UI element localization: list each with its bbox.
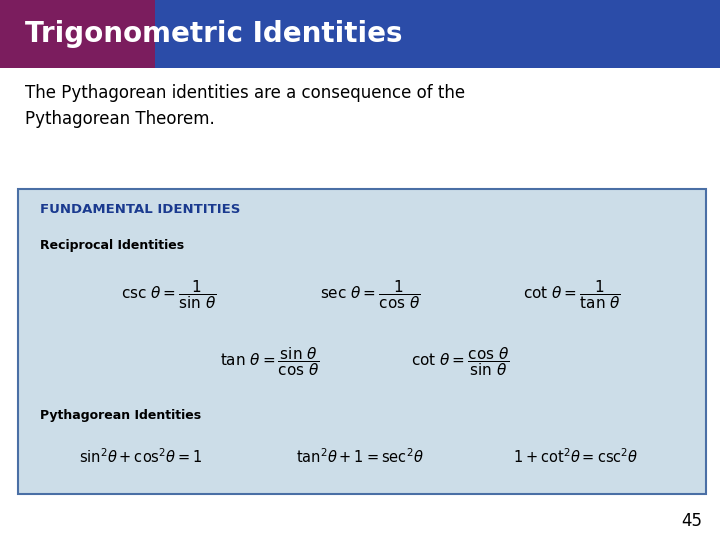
FancyBboxPatch shape (18, 189, 706, 494)
Text: $\sin^2\!\theta + \cos^2\!\theta = 1$: $\sin^2\!\theta + \cos^2\!\theta = 1$ (78, 447, 202, 465)
Text: $\tan\,\theta = \dfrac{\sin\,\theta}{\cos\,\theta}$: $\tan\,\theta = \dfrac{\sin\,\theta}{\co… (220, 346, 320, 378)
Text: 45: 45 (681, 512, 702, 530)
Text: $\csc\,\theta = \dfrac{1}{\sin\,\theta}$: $\csc\,\theta = \dfrac{1}{\sin\,\theta}$ (121, 278, 217, 310)
Text: $1 + \cot^2\!\theta = \csc^2\!\theta$: $1 + \cot^2\!\theta = \csc^2\!\theta$ (513, 447, 639, 465)
Text: Reciprocal Identities: Reciprocal Identities (40, 239, 184, 252)
Text: $\cot\,\theta = \dfrac{1}{\tan\,\theta}$: $\cot\,\theta = \dfrac{1}{\tan\,\theta}$ (523, 278, 621, 310)
Text: $\cot\,\theta = \dfrac{\cos\,\theta}{\sin\,\theta}$: $\cot\,\theta = \dfrac{\cos\,\theta}{\si… (412, 346, 510, 378)
Text: Pythagorean Identities: Pythagorean Identities (40, 409, 201, 422)
Text: Trigonometric Identities: Trigonometric Identities (25, 20, 402, 48)
Text: $\tan^2\!\theta + 1 = \sec^2\!\theta$: $\tan^2\!\theta + 1 = \sec^2\!\theta$ (296, 447, 424, 465)
Text: $\sec\,\theta = \dfrac{1}{\cos\,\theta}$: $\sec\,\theta = \dfrac{1}{\cos\,\theta}$ (320, 278, 421, 310)
Bar (0, 0, 155, 68)
Text: FUNDAMENTAL IDENTITIES: FUNDAMENTAL IDENTITIES (40, 203, 240, 216)
Bar (155, 0, 720, 68)
Text: The Pythagorean identities are a consequence of the
Pythagorean Theorem.: The Pythagorean identities are a consequ… (25, 84, 465, 128)
